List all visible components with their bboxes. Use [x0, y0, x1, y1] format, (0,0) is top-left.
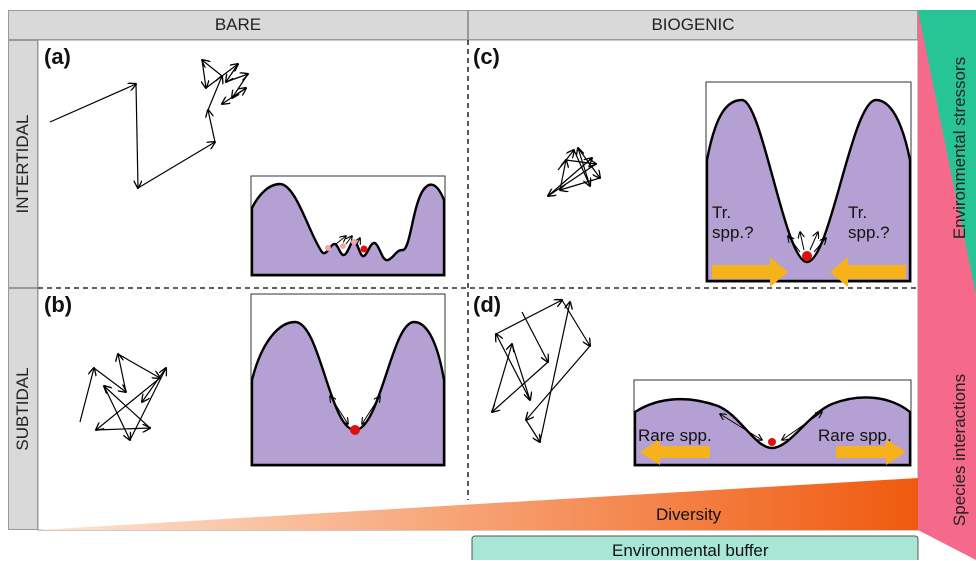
inset-a-arrow-2: [346, 236, 352, 245]
panel-label-a: (a): [44, 44, 71, 69]
ghost-ball-2: [340, 243, 346, 249]
column-header-bare: BARE: [8, 10, 468, 40]
walk-b-step: [95, 428, 150, 430]
walk-c-step: [548, 163, 597, 196]
transient-species-label-left: Tr. spp.?: [712, 203, 754, 242]
environmental-stressors-label: Environmental stressors: [950, 56, 969, 240]
landscape-a-fill: [250, 182, 446, 277]
ball-a: [360, 245, 368, 253]
walk-a-large-step: [207, 76, 222, 111]
ghost-ball-1: [325, 245, 331, 251]
walk-c-step: [578, 148, 591, 187]
diversity-label: Diversity: [656, 505, 722, 524]
transient-species-label-right: Tr. spp.?: [848, 203, 890, 242]
walk-b-step: [96, 377, 161, 430]
walk-a-large-step: [202, 60, 223, 77]
ball-d: [768, 438, 776, 446]
inset-a-arrow-1: [335, 236, 346, 245]
column-header-bare-label: BARE: [214, 15, 262, 34]
walk-a-large-step: [137, 142, 215, 189]
walk-d-step: [521, 311, 548, 362]
walk-a-large-step: [222, 87, 247, 104]
walk-b-step: [93, 367, 126, 392]
walk-d-step: [491, 344, 512, 413]
column-header-biogenic-label: BIOGENIC: [651, 15, 735, 34]
walk-d-step: [539, 302, 570, 443]
species-interactions-gradient: [918, 10, 976, 560]
species-interactions-label: Species interactions: [950, 373, 969, 527]
row-label-subtidal: SUBTIDAL: [8, 288, 38, 530]
walk-d-step: [496, 334, 531, 401]
ball-b: [350, 425, 360, 435]
orange-arrow-d-left: [640, 439, 710, 465]
orange-arrow-c-left: [712, 257, 788, 287]
walk-d-step: [511, 343, 530, 400]
landscape-inset-d: [633, 379, 912, 467]
rare-species-label-left: Rare spp.: [638, 426, 712, 445]
walk-c-step: [547, 158, 592, 197]
walk-c-step: [573, 149, 590, 186]
walk-b-step: [129, 368, 166, 441]
row-label-intertidal: INTERTIDAL: [8, 40, 38, 288]
ghost-ball-3: [351, 239, 357, 245]
walk-a-large-step: [232, 73, 249, 98]
environmental-buffer-box: [471, 535, 919, 560]
walk-b-step: [117, 353, 160, 378]
walk-a-large-step: [205, 64, 238, 89]
landscape-c-fill: [705, 98, 912, 283]
walk-a-large-step: [226, 63, 239, 82]
orange-arrow-d-right: [836, 439, 906, 465]
walk-c-step: [565, 160, 596, 164]
walk-d-step: [526, 345, 591, 420]
walk-c-step: [560, 177, 601, 190]
walk-d-step: [525, 419, 540, 442]
walk-a-large-step: [136, 83, 138, 188]
panel-label-c: (c): [473, 44, 500, 69]
rare-species-label-right: Rare spp.: [818, 426, 892, 445]
walk-a-large-step: [49, 84, 136, 123]
ball-c: [802, 251, 812, 261]
landscape-inset-b: [250, 293, 446, 467]
panel-label-b: (b): [44, 292, 73, 317]
walk-a-large-step: [225, 74, 248, 83]
walk-b-step: [118, 354, 127, 393]
walk-a-large-step: [208, 110, 216, 143]
walk-d-step: [561, 299, 590, 346]
diversity-gradient: [38, 478, 918, 530]
inset-a-arrow-3: [356, 238, 360, 247]
walk-b-step: [103, 385, 130, 440]
walk-d-step: [492, 361, 549, 412]
walk-a-large-step: [202, 59, 206, 88]
landscape-inset-a: [250, 175, 446, 277]
landscape-inset-c: [705, 81, 912, 287]
walk-b-step: [142, 367, 167, 402]
walk-b-step: [79, 368, 94, 423]
walk-d-step: [495, 300, 562, 335]
environmental-buffer-label: Environmental buffer: [612, 541, 769, 560]
orange-arrow-c-right: [830, 257, 906, 287]
panel-label-d: (d): [473, 292, 502, 317]
walk-b-step: [104, 386, 151, 429]
